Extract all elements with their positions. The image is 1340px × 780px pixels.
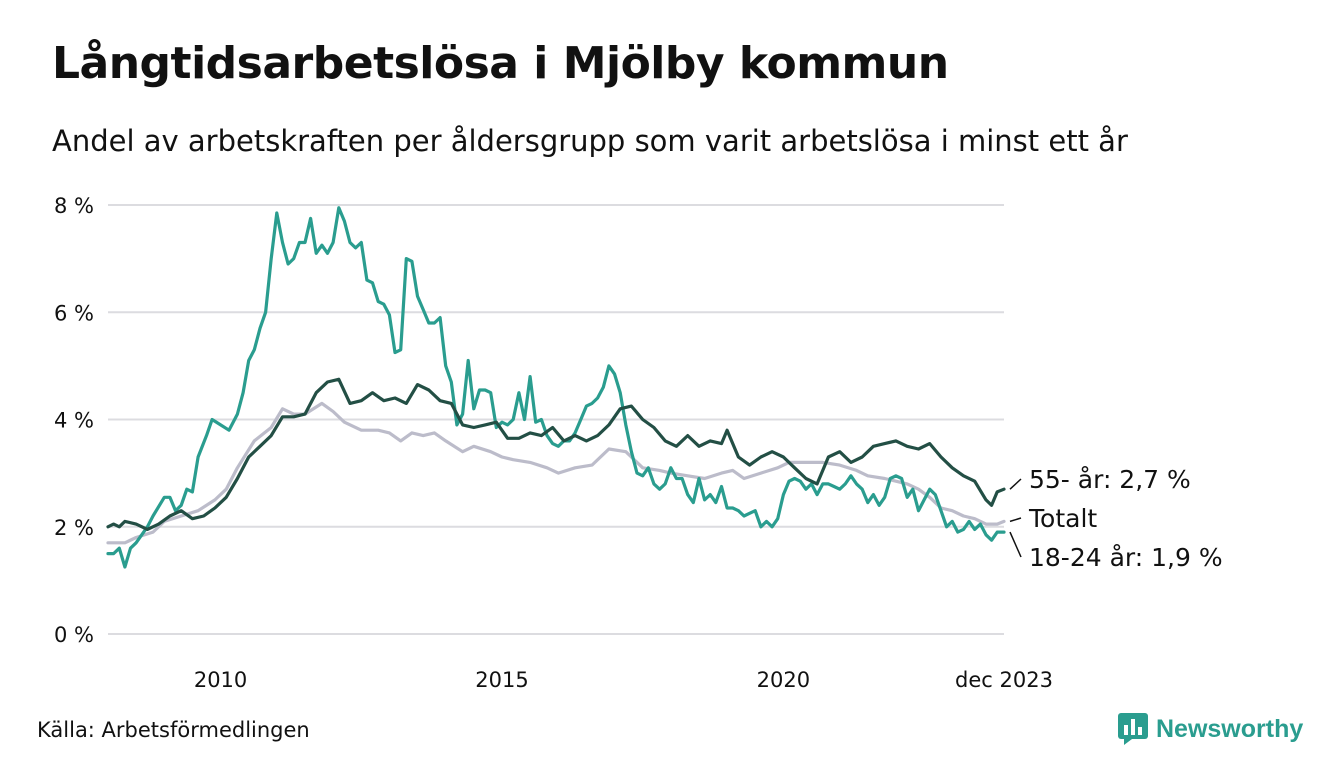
- brand-logo[interactable]: Newsworthy: [1118, 712, 1303, 746]
- series-line-totalt: [106, 401, 1006, 545]
- end-label-18-24-r: 18-24 år: 1,9 %: [1029, 543, 1223, 572]
- chart-title: Långtidsarbetslösa i Mjölby kommun: [52, 38, 949, 89]
- line-chart: 0 % 2 % 4 % 6 % 8 % 2010 2015 2020 dec 2023 18-…: [54, 194, 1223, 692]
- newsworthy-logo-icon: [1118, 713, 1148, 745]
- x-axis: 2010 2015 2020 dec 2023: [194, 668, 1053, 692]
- y-tick-label: 2 %: [54, 516, 94, 540]
- y-tick-label: 6 %: [54, 301, 94, 325]
- grid-lines: [108, 204, 1004, 635]
- source-note: Källa: Arbetsförmedlingen: [37, 718, 310, 742]
- end-label-55-r: 55- år: 2,7 %: [1029, 465, 1191, 494]
- series-line-55-r: [106, 377, 1006, 531]
- y-tick-label: 4 %: [54, 409, 94, 433]
- leader-line-totalt: [1009, 517, 1022, 523]
- x-tick-label: 2010: [194, 668, 247, 692]
- x-tick-label: 2015: [475, 668, 528, 692]
- leader-line-55-r: [1009, 478, 1022, 490]
- y-axis: 0 % 2 % 4 % 6 % 8 %: [54, 194, 94, 647]
- end-label-totalt: Totalt: [1028, 504, 1097, 533]
- series-end-labels: 18-24 år: 1,9 % Totalt 55- år: 2,7 %: [1009, 465, 1223, 572]
- chart-subtitle: Andel av arbetskraften per åldersgrupp s…: [52, 124, 1128, 158]
- brand-name: Newsworthy: [1156, 714, 1304, 743]
- x-tick-label: 2020: [757, 668, 810, 692]
- y-tick-label: 0 %: [54, 623, 94, 647]
- y-tick-label: 8 %: [54, 194, 94, 218]
- leader-line-18-24-r: [1009, 531, 1022, 558]
- series-line-18-24-r: [106, 206, 1006, 569]
- series-lines: [106, 206, 1006, 569]
- x-tick-label: dec 2023: [955, 668, 1053, 692]
